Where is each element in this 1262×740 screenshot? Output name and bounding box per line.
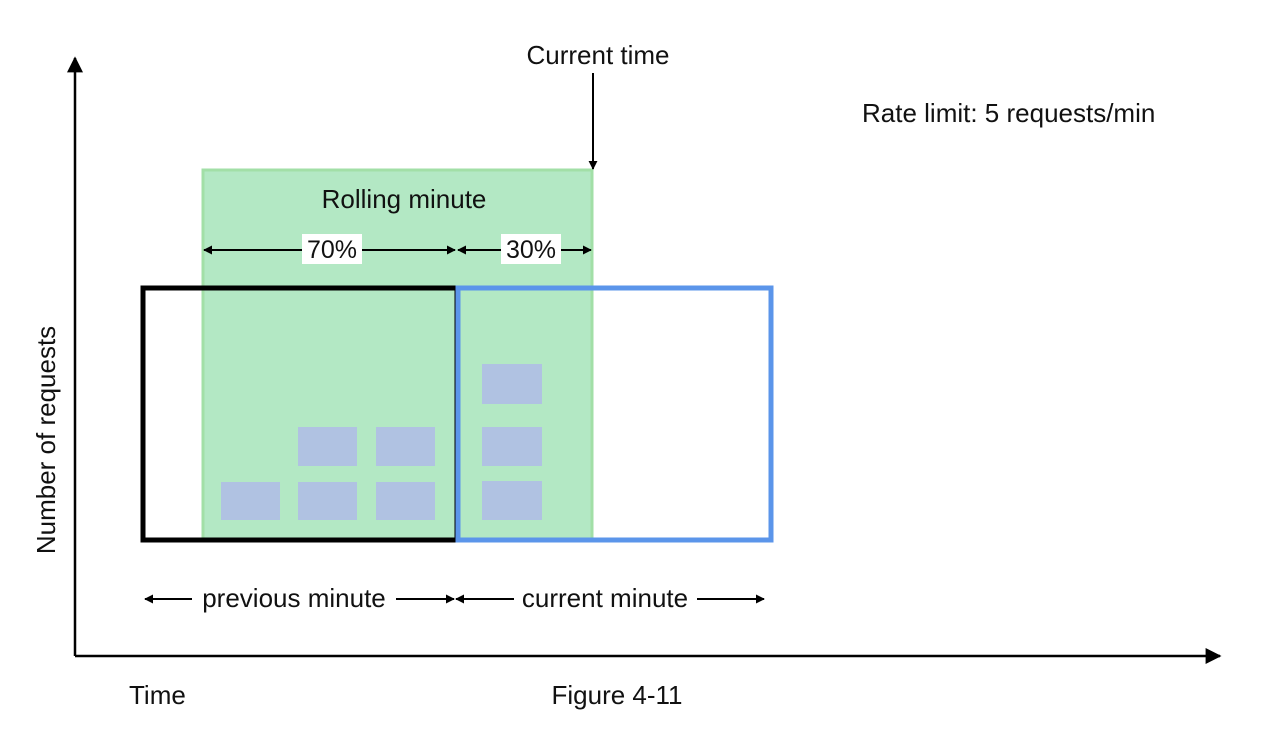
seventy-percent-label-bg (302, 234, 362, 264)
request-block (298, 427, 357, 466)
request-block (482, 427, 542, 466)
current-minute-label: current minute (522, 583, 688, 613)
request-block (221, 482, 280, 520)
request-block (298, 482, 357, 520)
previous-minute-label-bg (192, 584, 396, 614)
thirty-percent-label-bg (501, 234, 561, 264)
current-minute-window (455, 285, 774, 543)
seventy-percent-label: 70% (307, 236, 357, 264)
thirty-percent-label: 30% (506, 236, 556, 264)
rate-limit-label: Rate limit: 5 requests/min (862, 98, 1155, 128)
rolling-minute-window (201, 168, 594, 543)
previous-minute-label: previous minute (202, 583, 386, 613)
request-block (482, 364, 542, 404)
current-minute-label-bg (514, 584, 697, 614)
rolling-minute-label: Rolling minute (322, 184, 487, 214)
current-time-label: Current time (526, 40, 669, 70)
y-axis-label: Number of requests (31, 326, 61, 554)
request-block (376, 482, 435, 520)
request-block (482, 481, 542, 520)
figure-caption: Figure 4-11 (551, 680, 682, 710)
request-block (376, 427, 435, 466)
x-axis-label: Time (129, 680, 186, 710)
